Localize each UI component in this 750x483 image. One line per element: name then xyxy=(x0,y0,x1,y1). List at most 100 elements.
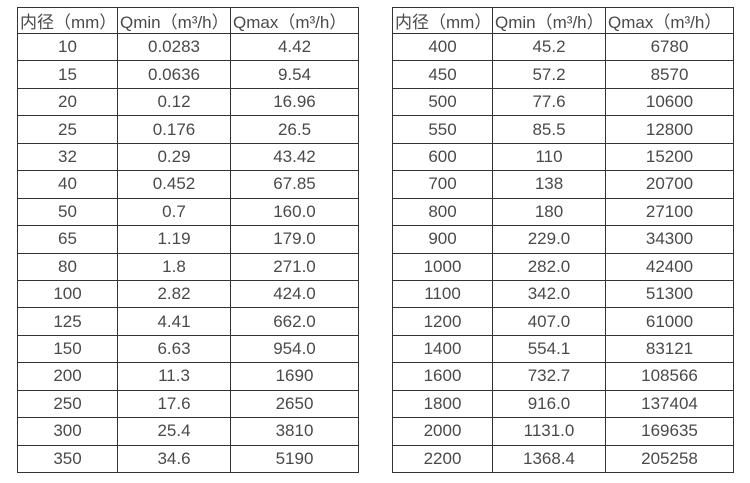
table-row: 100 2.82 424.0 xyxy=(17,279,359,309)
table-cell: 16.96 xyxy=(230,87,359,117)
table-cell: 83121 xyxy=(605,334,734,364)
table-cell: 40 xyxy=(17,170,118,199)
table-cell: 12800 xyxy=(605,115,734,144)
column-header: 内径（mm） xyxy=(392,7,493,34)
table-cell: 271.0 xyxy=(230,252,359,281)
table-cell: 125 xyxy=(17,307,118,336)
table-row: 50 0.7 160.0 xyxy=(17,197,359,227)
table-cell: 138 xyxy=(492,170,606,199)
table-cell: 43.42 xyxy=(230,142,359,172)
table-cell: 1100 xyxy=(392,279,493,309)
table-row: 1100 342.0 51300 xyxy=(392,279,734,309)
table-cell: 1131.0 xyxy=(492,417,606,446)
table-cell: 20 xyxy=(17,87,118,117)
table-cell: 954.0 xyxy=(230,334,359,364)
table-cell: 20700 xyxy=(605,170,734,199)
table-row: 400 45.2 6780 xyxy=(392,32,734,62)
table-row: 250 17.6 2650 xyxy=(17,389,359,419)
table-cell: 2.82 xyxy=(117,279,231,309)
column-header: Qmax（m³/h） xyxy=(230,7,359,34)
table-cell: 80 xyxy=(17,252,118,281)
table-cell: 554.1 xyxy=(492,334,606,364)
table-cell: 6780 xyxy=(605,32,734,62)
table-cell: 1600 xyxy=(392,362,493,391)
table-cell: 0.7 xyxy=(117,197,231,227)
table-row: 80 1.8 271.0 xyxy=(17,252,359,281)
table-cell: 10 xyxy=(17,32,118,62)
table-row: 2200 1368.4 205258 xyxy=(392,444,734,474)
column-header: Qmax（m³/h） xyxy=(605,7,734,34)
table-cell: 916.0 xyxy=(492,389,606,419)
table-cell: 6.63 xyxy=(117,334,231,364)
table-cell: 0.12 xyxy=(117,87,231,117)
table-row: 1200 407.0 61000 xyxy=(392,307,734,336)
table-cell: 4.42 xyxy=(230,32,359,62)
table-cell: 800 xyxy=(392,197,493,227)
table-cell: 600 xyxy=(392,142,493,172)
table-row: 10 0.0283 4.42 xyxy=(17,32,359,62)
table-cell: 108566 xyxy=(605,362,734,391)
table-cell: 169635 xyxy=(605,417,734,446)
table-row: 15 0.0636 9.54 xyxy=(17,60,359,89)
table-cell: 0.0283 xyxy=(117,32,231,62)
table-cell: 0.452 xyxy=(117,170,231,199)
table-cell: 550 xyxy=(392,115,493,144)
table-row: 600 110 15200 xyxy=(392,142,734,172)
table-cell: 51300 xyxy=(605,279,734,309)
table-cell: 1.8 xyxy=(117,252,231,281)
flow-range-table-large-diameters: 内径（mm） Qmin（m³/h） Qmax（m³/h） 400 45.2 6780 450… xyxy=(392,7,734,474)
table-cell: 500 xyxy=(392,87,493,117)
table-row: 550 85.5 12800 xyxy=(392,115,734,144)
table-cell: 450 xyxy=(392,60,493,89)
table-row: 500 77.6 10600 xyxy=(392,87,734,117)
table-cell: 229.0 xyxy=(492,225,606,254)
table-cell: 150 xyxy=(17,334,118,364)
table-cell: 2200 xyxy=(392,444,493,474)
table-cell: 25.4 xyxy=(117,417,231,446)
table-cell: 42400 xyxy=(605,252,734,281)
table-cell: 160.0 xyxy=(230,197,359,227)
table-cell: 424.0 xyxy=(230,279,359,309)
table-row: 2000 1131.0 169635 xyxy=(392,417,734,446)
table-row: 900 229.0 34300 xyxy=(392,225,734,254)
table-cell: 407.0 xyxy=(492,307,606,336)
table-cell: 0.0636 xyxy=(117,60,231,89)
table-cell: 1400 xyxy=(392,334,493,364)
header-row: 内径（mm） Qmin（m³/h） Qmax（m³/h） xyxy=(392,7,734,34)
table-row: 1600 732.7 108566 xyxy=(392,362,734,391)
table-cell: 4.41 xyxy=(117,307,231,336)
table-row: 450 57.2 8570 xyxy=(392,60,734,89)
table-cell: 1800 xyxy=(392,389,493,419)
table-cell: 0.29 xyxy=(117,142,231,172)
table-cell: 67.85 xyxy=(230,170,359,199)
table-cell: 3810 xyxy=(230,417,359,446)
table-cell: 61000 xyxy=(605,307,734,336)
table-row: 350 34.6 5190 xyxy=(17,444,359,474)
table-row: 1800 916.0 137404 xyxy=(392,389,734,419)
table-row: 32 0.29 43.42 xyxy=(17,142,359,172)
table-cell: 2650 xyxy=(230,389,359,419)
table-cell: 34300 xyxy=(605,225,734,254)
table-cell: 282.0 xyxy=(492,252,606,281)
table-cell: 1690 xyxy=(230,362,359,391)
header-row: 内径（mm） Qmin（m³/h） Qmax（m³/h） xyxy=(17,7,359,34)
table-row: 65 1.19 179.0 xyxy=(17,225,359,254)
table-cell: 25 xyxy=(17,115,118,144)
table-cell: 100 xyxy=(17,279,118,309)
table-cell: 180 xyxy=(492,197,606,227)
flow-range-table-small-diameters: 内径（mm） Qmin（m³/h） Qmax（m³/h） 10 0.0283 4.42 15… xyxy=(17,7,359,474)
column-header: Qmin（m³/h） xyxy=(492,7,606,34)
table-cell: 15 xyxy=(17,60,118,89)
table-row: 200 11.3 1690 xyxy=(17,362,359,391)
table-cell: 110 xyxy=(492,142,606,172)
table-row: 40 0.452 67.85 xyxy=(17,170,359,199)
table-cell: 15200 xyxy=(605,142,734,172)
table-cell: 300 xyxy=(17,417,118,446)
table-row: 800 180 27100 xyxy=(392,197,734,227)
table-cell: 900 xyxy=(392,225,493,254)
table-cell: 1200 xyxy=(392,307,493,336)
table-cell: 342.0 xyxy=(492,279,606,309)
table-cell: 1.19 xyxy=(117,225,231,254)
table-cell: 200 xyxy=(17,362,118,391)
table-cell: 700 xyxy=(392,170,493,199)
